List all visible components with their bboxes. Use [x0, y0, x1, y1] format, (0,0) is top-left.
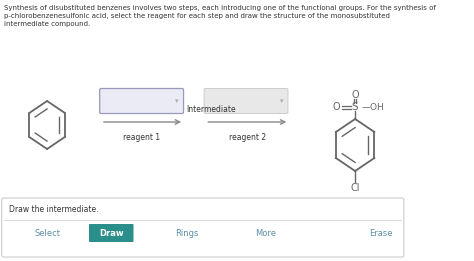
Text: —OH: —OH: [362, 103, 385, 111]
FancyBboxPatch shape: [100, 88, 183, 114]
Text: Draw the intermediate.: Draw the intermediate.: [9, 205, 98, 214]
Text: S: S: [352, 102, 358, 112]
Text: intermediate compound.: intermediate compound.: [4, 21, 91, 27]
Text: More: More: [255, 228, 276, 238]
Text: O: O: [351, 90, 359, 100]
Text: ▾: ▾: [175, 98, 179, 104]
Text: p-chlorobenzenesulfonic acid, select the reagent for each step and draw the stru: p-chlorobenzenesulfonic acid, select the…: [4, 13, 390, 19]
Text: Select: Select: [34, 228, 60, 238]
Text: Synthesis of disubstituted benzenes involves two steps, each introducing one of : Synthesis of disubstituted benzenes invo…: [4, 5, 436, 11]
FancyBboxPatch shape: [2, 198, 404, 257]
Text: Intermediate: Intermediate: [187, 105, 236, 114]
Text: O: O: [332, 102, 340, 112]
FancyBboxPatch shape: [89, 224, 134, 242]
Text: reagent 2: reagent 2: [229, 133, 266, 142]
Text: Erase: Erase: [369, 228, 392, 238]
Text: reagent 1: reagent 1: [123, 133, 160, 142]
Text: Cl: Cl: [350, 183, 360, 193]
Text: Draw: Draw: [99, 228, 124, 238]
FancyBboxPatch shape: [204, 88, 288, 114]
Text: Rings: Rings: [175, 228, 198, 238]
Text: ▾: ▾: [280, 98, 283, 104]
